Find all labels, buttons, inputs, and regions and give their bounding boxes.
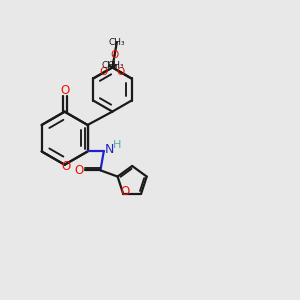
Text: O: O bbox=[100, 67, 108, 77]
Text: CH₃: CH₃ bbox=[109, 38, 125, 47]
Text: O: O bbox=[117, 67, 125, 77]
Text: O: O bbox=[60, 84, 69, 97]
Text: O: O bbox=[120, 185, 129, 198]
Text: CH₃: CH₃ bbox=[107, 61, 124, 70]
Text: H: H bbox=[113, 140, 121, 150]
Text: O: O bbox=[61, 160, 71, 173]
Text: O: O bbox=[110, 50, 119, 60]
Text: N: N bbox=[104, 143, 114, 157]
Text: CH₃: CH₃ bbox=[101, 61, 118, 70]
Text: O: O bbox=[75, 164, 84, 177]
